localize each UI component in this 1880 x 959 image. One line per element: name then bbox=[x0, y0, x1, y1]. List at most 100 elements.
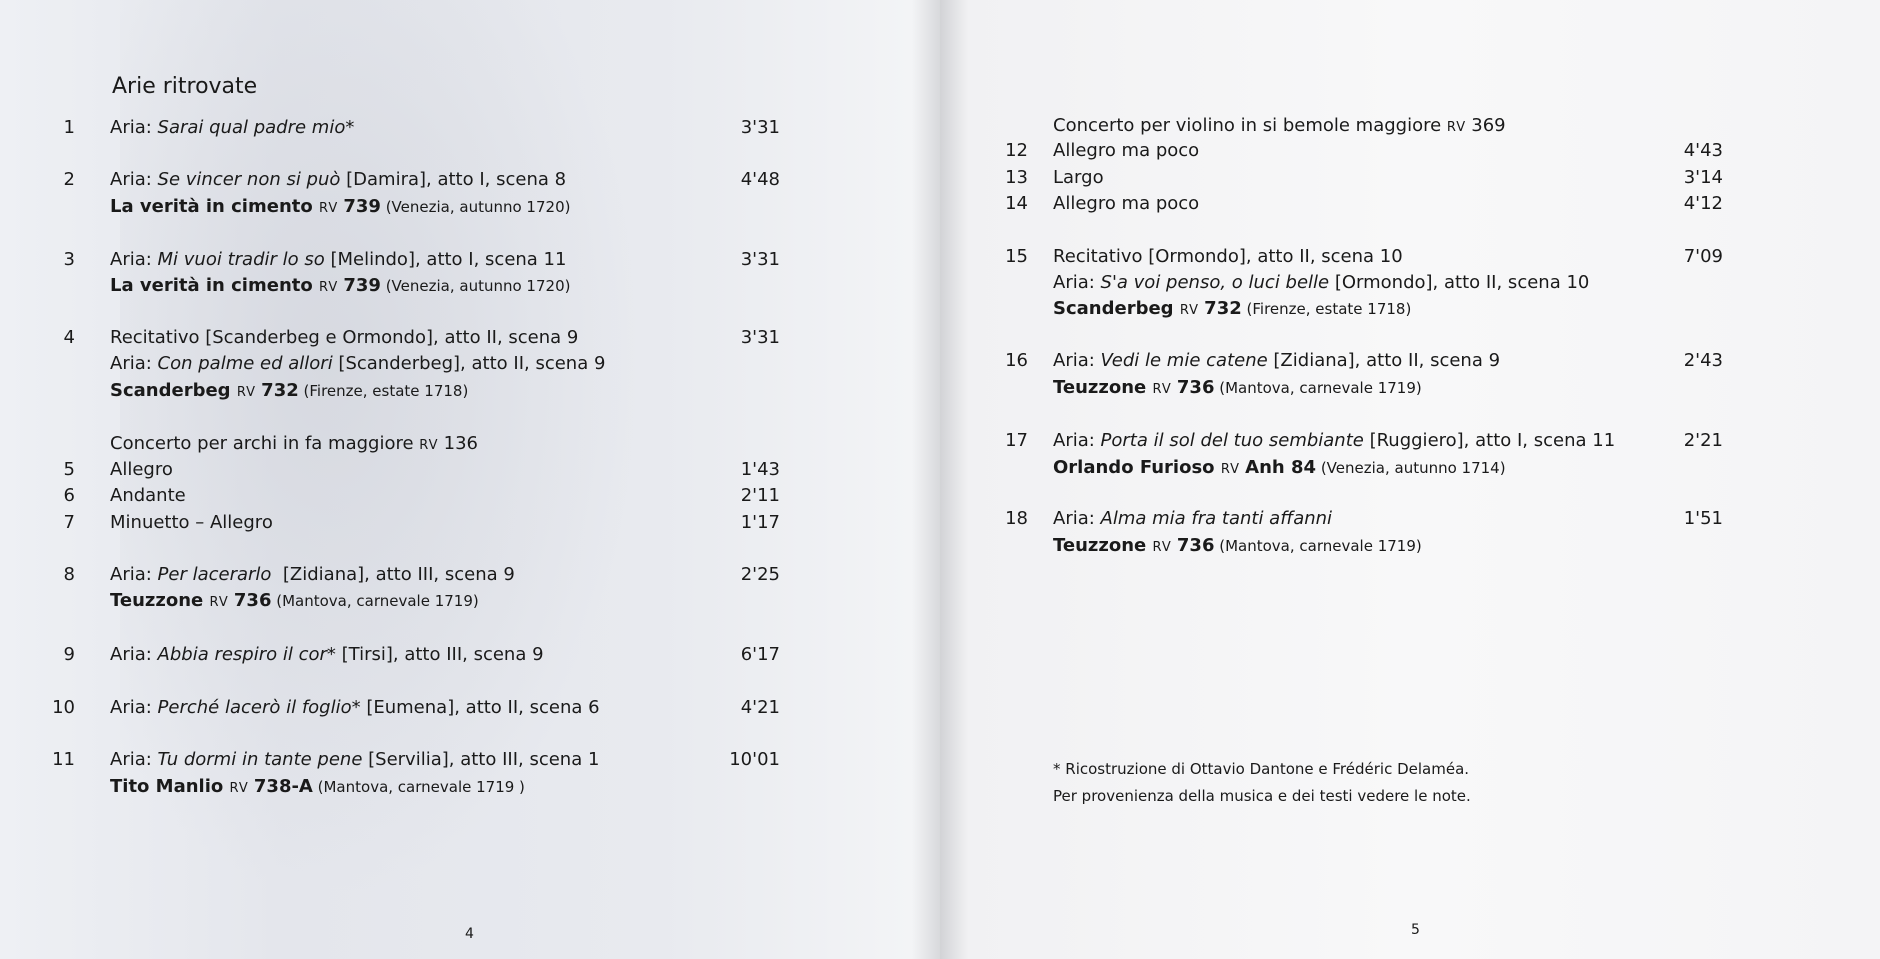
aria-title: Mi vuoi tradir lo so bbox=[157, 249, 325, 270]
page-number: 4 bbox=[465, 926, 474, 942]
track-description-line: La verità in cimento RV 739 (Venezia, au… bbox=[110, 274, 570, 300]
background-portrait-shadow bbox=[120, 0, 640, 900]
text-segment: [Zidiana], atto II, scena 9 bbox=[1267, 350, 1501, 371]
track-description-line: Allegro ma poco bbox=[1053, 139, 1199, 163]
text-segment: Aria: bbox=[110, 644, 158, 665]
aria-title: Vedi le mie catene bbox=[1100, 350, 1268, 371]
aria-title: Abbia respiro il cor* bbox=[157, 644, 336, 665]
catalog-prefix: RV bbox=[1220, 462, 1246, 477]
text-segment: Allegro ma poco bbox=[1053, 140, 1200, 161]
text-segment: Recitativo [Scanderbeg e Ormondo], atto … bbox=[110, 327, 579, 348]
opera-title: 732 bbox=[261, 380, 299, 401]
track-description-line: La verità in cimento RV 739 (Venezia, au… bbox=[110, 195, 570, 221]
track-description-line: Aria: Vedi le mie catene [Zidiana], atto… bbox=[1053, 349, 1500, 373]
page-number: 5 bbox=[1411, 922, 1420, 938]
catalog-prefix: RV bbox=[419, 438, 444, 453]
aria-title: Per lacerarlo bbox=[157, 564, 272, 585]
track-duration: 2'21 bbox=[1683, 430, 1723, 451]
text-segment: (Mantova, carnevale 1719) bbox=[1214, 379, 1422, 397]
work-heading: Concerto per archi in fa maggiore RV 136 bbox=[110, 432, 478, 458]
track-number: 7 bbox=[63, 512, 75, 533]
track-number: 8 bbox=[63, 564, 75, 585]
text-segment: (Firenze, estate 1718) bbox=[1241, 300, 1412, 318]
text-segment: Concerto per archi in fa maggiore bbox=[110, 433, 420, 454]
track-description-line: Minuetto – Allegro bbox=[110, 511, 273, 535]
catalog-prefix: RV bbox=[1179, 303, 1205, 318]
track-duration: 2'11 bbox=[740, 485, 780, 506]
catalog-prefix: RV bbox=[319, 280, 344, 295]
track-number: 3 bbox=[63, 249, 75, 270]
aria-title: Alma mia fra tanti affanni bbox=[1100, 508, 1333, 529]
opera-title: 736 bbox=[1176, 377, 1215, 398]
text-segment: Aria: bbox=[110, 117, 158, 138]
text-segment: (Firenze, estate 1718) bbox=[298, 382, 469, 400]
track-number: 2 bbox=[63, 169, 75, 190]
text-segment: (Venezia, autunno 1720) bbox=[380, 198, 571, 216]
track-duration: 3'31 bbox=[740, 117, 780, 138]
track-description-line: Aria: Alma mia fra tanti affanni bbox=[1053, 507, 1332, 531]
catalog-prefix: RV bbox=[1152, 540, 1177, 555]
text-segment: Allegro ma poco bbox=[1053, 193, 1200, 214]
text-segment: [Scanderbeg], atto II, scena 9 bbox=[332, 353, 606, 374]
track-duration: 7'09 bbox=[1683, 246, 1723, 267]
track-number: 12 bbox=[1005, 140, 1028, 161]
opera-title: Teuzzone bbox=[1053, 535, 1153, 556]
text-segment: (Mantova, carnevale 1719) bbox=[271, 592, 479, 610]
text-segment: Largo bbox=[1053, 167, 1104, 188]
track-number: 15 bbox=[1005, 246, 1028, 267]
opera-title: Teuzzone bbox=[1053, 377, 1153, 398]
opera-title: 732 bbox=[1204, 298, 1242, 319]
track-description-line: Teuzzone RV 736 (Mantova, carnevale 1719… bbox=[110, 589, 479, 615]
track-description-line: Scanderbeg RV 732 (Firenze, estate 1718) bbox=[1053, 297, 1411, 323]
track-description-line: Aria: Sarai qual padre mio* bbox=[110, 116, 354, 140]
track-number: 9 bbox=[63, 644, 75, 665]
text-segment: [Melindo], atto I, scena 11 bbox=[324, 249, 567, 270]
track-number: 18 bbox=[1005, 508, 1028, 529]
track-duration: 1'17 bbox=[740, 512, 780, 533]
text-segment: [Servilia], atto III, scena 1 bbox=[362, 749, 600, 770]
track-number: 4 bbox=[63, 327, 75, 348]
text-segment: Aria: bbox=[1053, 508, 1101, 529]
opera-title: Tito Manlio bbox=[110, 776, 230, 797]
opera-title: Orlando Furioso bbox=[1053, 457, 1221, 478]
track-number: 13 bbox=[1005, 167, 1028, 188]
track-duration: 3'14 bbox=[1683, 167, 1723, 188]
track-number: 5 bbox=[63, 459, 75, 480]
track-description-line: Aria: Abbia respiro il cor* [Tirsi], att… bbox=[110, 643, 544, 667]
track-description-line: Aria: Per lacerarlo [Zidiana], atto III,… bbox=[110, 563, 515, 587]
opera-title: Scanderbeg bbox=[110, 380, 237, 401]
track-duration: 2'25 bbox=[740, 564, 780, 585]
catalog-prefix: RV bbox=[1152, 382, 1177, 397]
track-description-line: Aria: Se vincer non si può [Damira], att… bbox=[110, 168, 566, 192]
opera-title: Scanderbeg bbox=[1053, 298, 1180, 319]
track-description-line: Andante bbox=[110, 484, 186, 508]
text-segment: (Mantova, carnevale 1719 ) bbox=[312, 778, 525, 796]
track-description-line: Allegro ma poco bbox=[1053, 192, 1199, 216]
track-duration: 3'31 bbox=[740, 327, 780, 348]
track-number: 11 bbox=[52, 749, 75, 770]
text-segment: Allegro bbox=[110, 459, 173, 480]
opera-title: 739 bbox=[343, 275, 381, 296]
aria-title: Sarai qual padre mio* bbox=[157, 117, 355, 138]
track-description-line: Aria: Tu dormi in tante pene [Servilia],… bbox=[110, 748, 599, 772]
text-segment: Aria: bbox=[1053, 272, 1101, 293]
opera-title: 739 bbox=[343, 196, 381, 217]
opera-title: La verità in cimento bbox=[110, 275, 319, 296]
booklet-page-left: Arie ritrovate 4 bbox=[0, 0, 940, 959]
opera-title: 738-A bbox=[253, 776, 313, 797]
track-description-line: Allegro bbox=[110, 458, 173, 482]
text-segment: (Venezia, autunno 1720) bbox=[380, 277, 571, 295]
track-description-line: Aria: Mi vuoi tradir lo so [Melindo], at… bbox=[110, 248, 566, 272]
booklet-page-right: 5 bbox=[940, 0, 1880, 959]
text-segment: Aria: bbox=[110, 564, 158, 585]
track-duration: 1'43 bbox=[740, 459, 780, 480]
track-number: 6 bbox=[63, 485, 75, 506]
text-segment: Aria: bbox=[110, 249, 158, 270]
track-description-line: Recitativo [Ormondo], atto II, scena 10 bbox=[1053, 245, 1403, 269]
aria-title: Porta il sol del tuo sembiante bbox=[1100, 430, 1364, 451]
opera-title: La verità in cimento bbox=[110, 196, 319, 217]
track-number: 10 bbox=[52, 697, 75, 718]
text-segment: Aria: bbox=[1053, 350, 1101, 371]
track-description-line: Aria: Porta il sol del tuo sembiante [Ru… bbox=[1053, 429, 1615, 453]
track-number: 16 bbox=[1005, 350, 1028, 371]
